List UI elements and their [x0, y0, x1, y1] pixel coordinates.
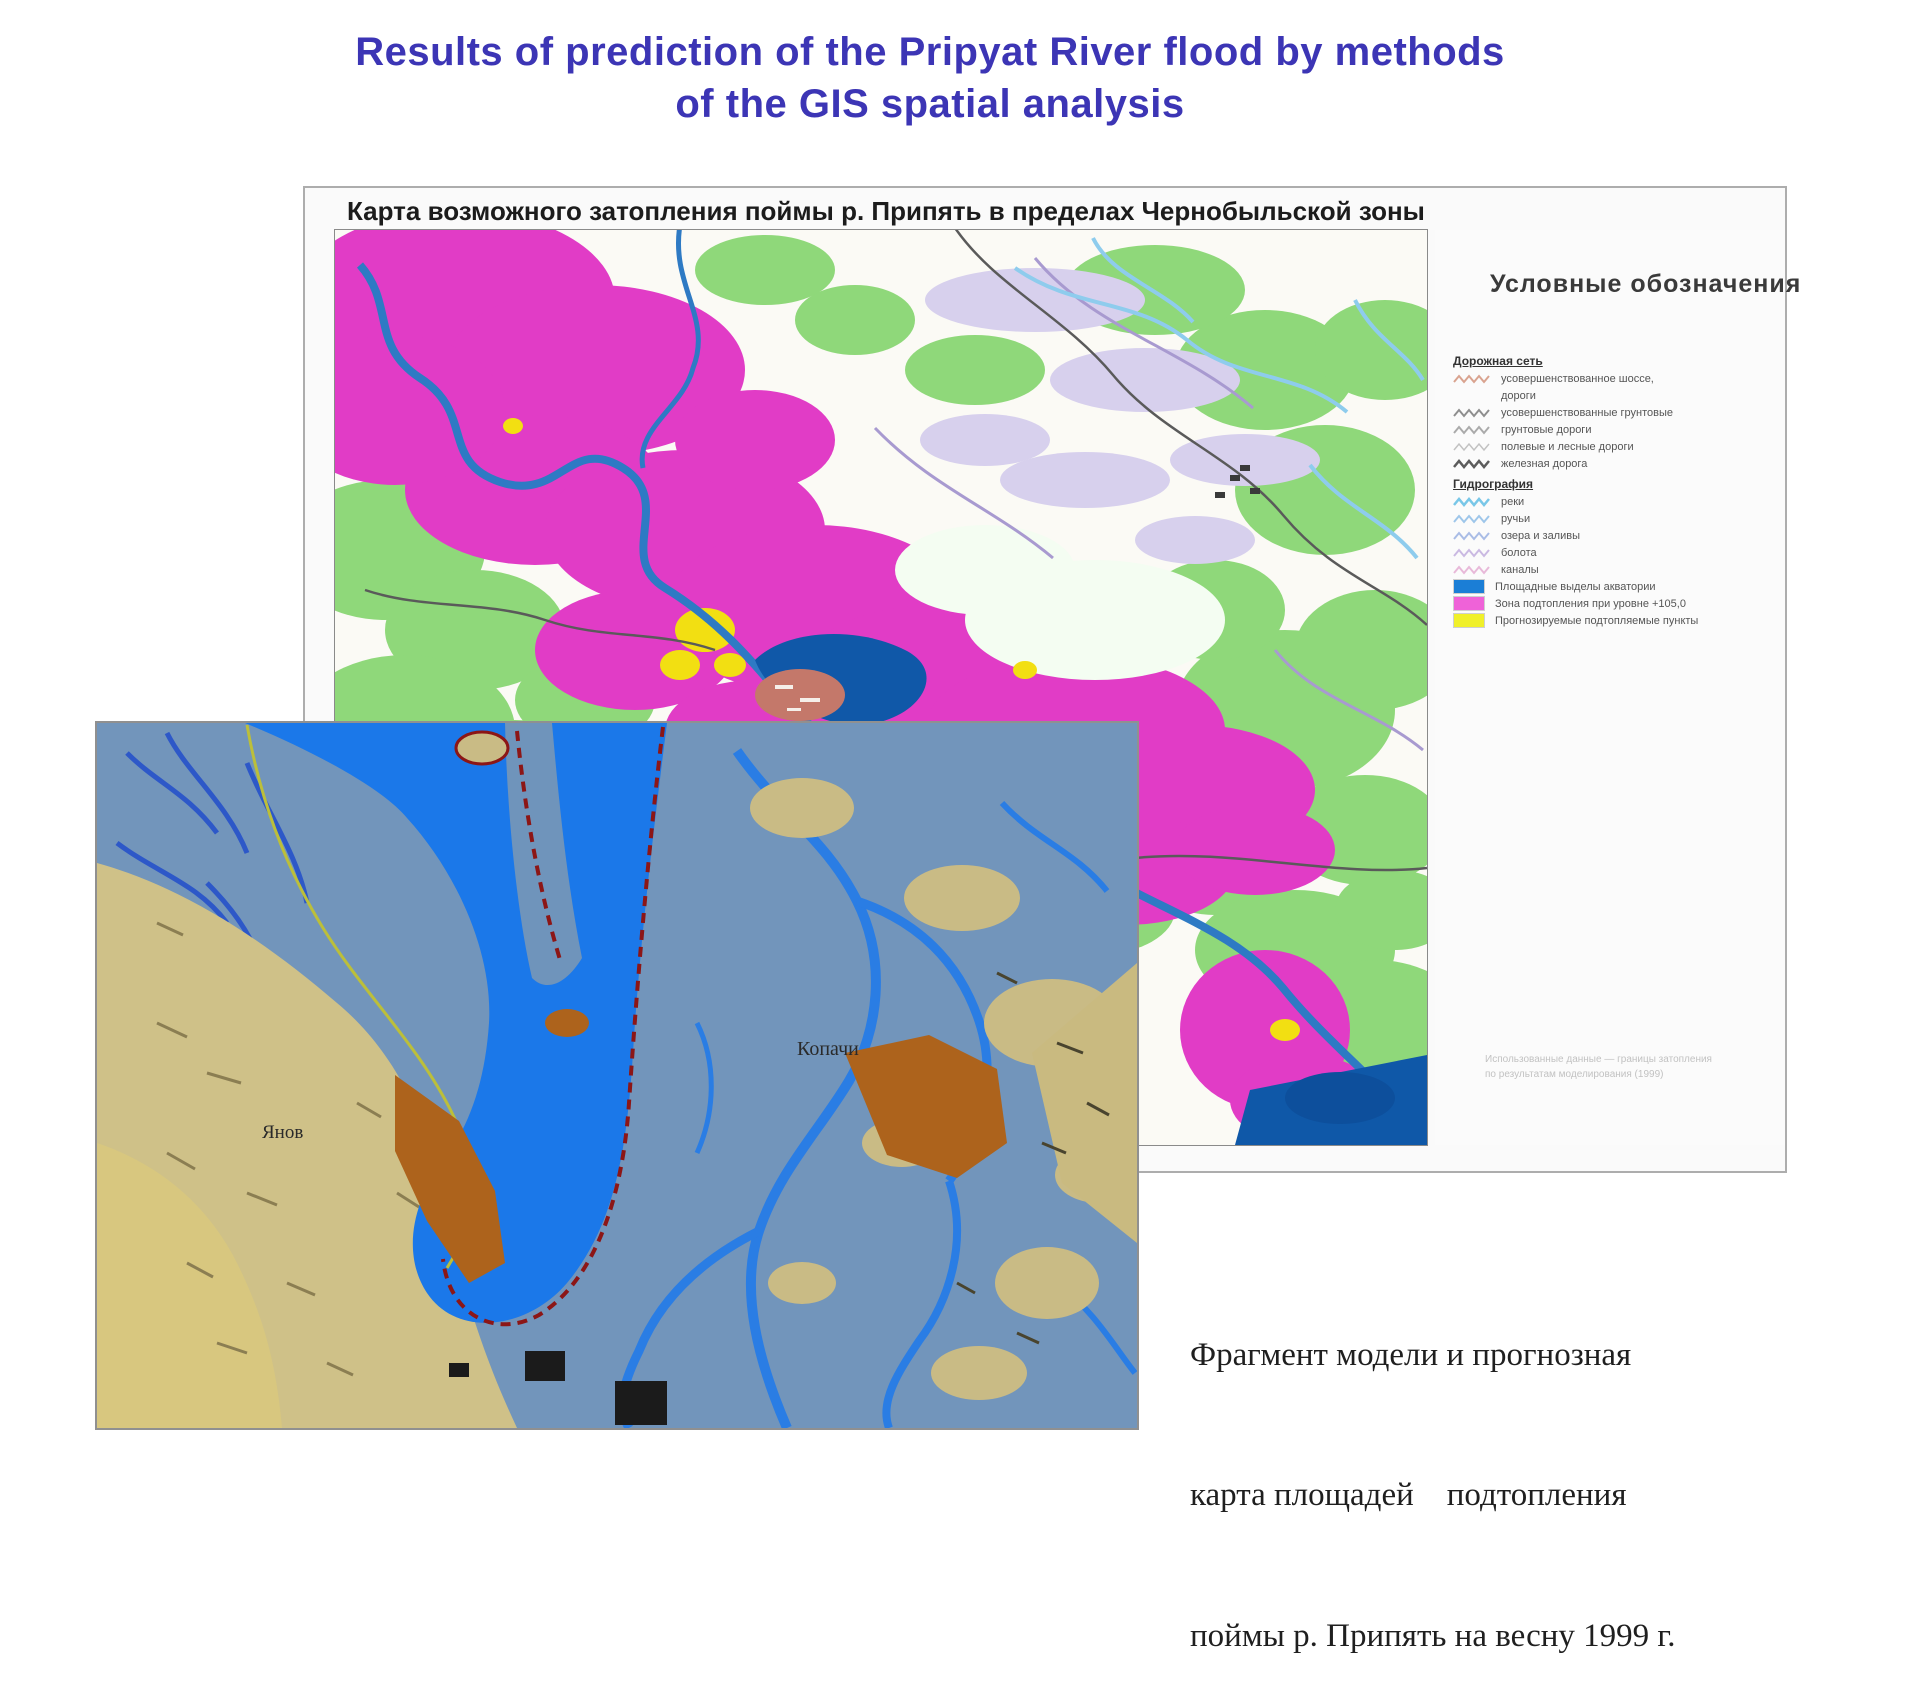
- wavy-line-icon: [1453, 530, 1490, 541]
- floodzone-swatch-icon: [1453, 596, 1485, 611]
- right-hillshade-marks: [956, 971, 1110, 1345]
- wavy-line-icon: [1453, 373, 1490, 384]
- legend-item-road-1b: дороги: [1501, 389, 1536, 402]
- wavy-line-icon: [1453, 458, 1490, 469]
- wavy-line-icon: [1453, 564, 1490, 575]
- model-map-caption: Фрагмент модели и прогнозная карта площа…: [1190, 1238, 1810, 1707]
- wavy-line-icon: [1453, 424, 1490, 435]
- settlement-kopachi: [845, 1035, 1007, 1178]
- slide-title: Results of prediction of the Pripyat Riv…: [0, 26, 1860, 130]
- legend-swatch-floodzone: Зона подтопления при уровне +105,0: [1453, 596, 1773, 611]
- town-blocks: [1215, 465, 1260, 498]
- wavy-line-icon: [1453, 407, 1490, 418]
- secondary-road-lines: [873, 257, 1424, 752]
- reservoir-deep: [1285, 1072, 1395, 1124]
- legend-item-road-4: полевые и лесные дороги: [1453, 439, 1773, 454]
- wavy-line-icon: [1453, 442, 1490, 451]
- map-legend: Условные обозначения Дорожная сеть усове…: [1435, 230, 1800, 1145]
- flood-model-map-image: Янов Копачи: [95, 721, 1139, 1430]
- slide-title-line2: of the GIS spatial analysis: [675, 82, 1185, 126]
- legend-item-road-3: грунтовые дороги: [1453, 422, 1773, 437]
- legend-swatch-settlements: Прогнозируемые подтопляемые пункты: [1453, 613, 1773, 628]
- pripyat-river: [356, 262, 1421, 1131]
- islet-red-rim: [454, 730, 510, 766]
- wavy-line-icon: [1453, 547, 1490, 558]
- map-caption: Карта возможного затопления поймы р. При…: [347, 196, 1425, 226]
- stream-lines: [1013, 237, 1425, 560]
- wavy-line-icon: [1453, 513, 1490, 524]
- flooded-streaks: [115, 731, 310, 984]
- model-caption-line3: поймы р. Припять на весну 1999 г.: [1190, 1617, 1676, 1654]
- chernobyl-town-streets: [775, 685, 820, 711]
- legend-item-road-5: железная дорога: [1453, 456, 1773, 471]
- legend-attribution: Использованные данные — границы затоплен…: [1485, 1054, 1712, 1080]
- contour-areas: [920, 268, 1320, 564]
- water-swatch-icon: [1453, 579, 1485, 594]
- legend-item-road-2: усовершенствованные грунтовые: [1453, 405, 1773, 420]
- embankment-dashed-lines: [441, 726, 665, 1327]
- legend-item-hydro-5: каналы: [1453, 562, 1773, 577]
- legend-title: Условные обозначения: [1490, 270, 1802, 298]
- settlement-pripyat: [395, 1075, 505, 1283]
- legend-item-hydro-2: ручьи: [1453, 511, 1773, 526]
- town-label-kopachi: Копачи: [797, 1038, 859, 1060]
- river-tributary: [639, 230, 701, 469]
- legend-item-road-1: усовершенствованное шоссе,: [1453, 371, 1773, 386]
- legend-section-roads: Дорожная сеть: [1453, 354, 1543, 368]
- wavy-line-icon: [1453, 496, 1490, 507]
- settlements-swatch-icon: [1453, 613, 1485, 628]
- settlement-small: [545, 1009, 589, 1037]
- chernobyl-town-area: [755, 669, 845, 721]
- legend-item-hydro-4: болота: [1453, 545, 1773, 560]
- legend-swatch-water: Площадные выделы акватории: [1453, 579, 1773, 594]
- model-caption-line1: Фрагмент модели и прогнозная: [1190, 1336, 1632, 1373]
- dark-structures: [449, 1351, 667, 1425]
- unflooded-wedge: [895, 525, 1225, 680]
- legend-item-hydro-1: реки: [1453, 494, 1773, 509]
- town-label-yanov: Янов: [262, 1122, 303, 1143]
- model-caption-line2: карта площадей подтопления: [1190, 1477, 1627, 1514]
- terrain-right-wedge: [1032, 963, 1137, 1243]
- legend-item-hydro-3: озера и заливы: [1453, 528, 1773, 543]
- flooded-settlement-spots: [503, 418, 1300, 1041]
- slide-title-line1: Results of prediction of the Pripyat Riv…: [355, 30, 1505, 74]
- terrain-left-bright: [97, 1143, 282, 1428]
- floodplain-streams: [617, 748, 1137, 1428]
- legend-section-hydro: Гидрография: [1453, 477, 1534, 491]
